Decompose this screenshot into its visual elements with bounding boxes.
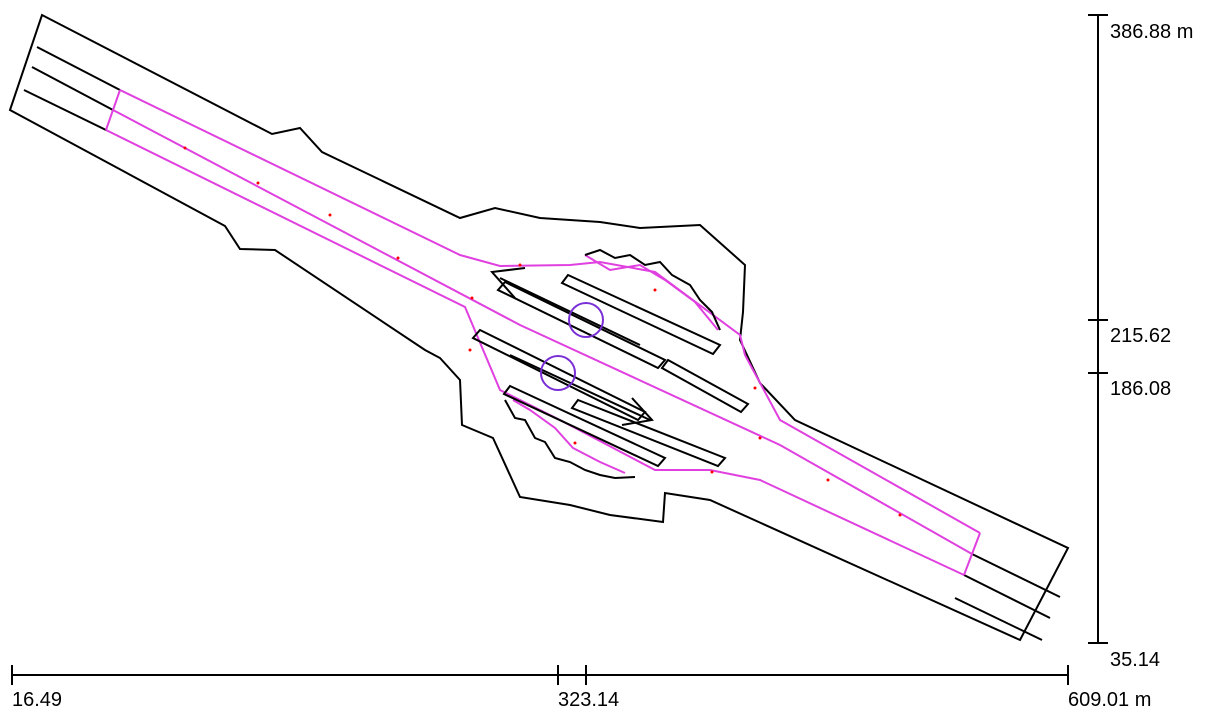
traffic-lanes <box>105 89 981 576</box>
y-scale-label-min: 35.14 <box>1110 649 1160 671</box>
circle-marker <box>540 355 576 391</box>
survey-points <box>183 146 902 517</box>
island-edges <box>504 248 721 480</box>
road-outline <box>8 13 1070 642</box>
circle-marker <box>568 302 604 338</box>
x-scale-label-min: 16.49 <box>12 689 62 711</box>
y-scale-label-max: 386.88 m <box>1110 21 1193 43</box>
x-scale-label-mid: 323.14 <box>558 689 619 711</box>
y-scale-bar <box>1088 14 1108 644</box>
x-scale-bar <box>11 665 1069 685</box>
left-lane-lines <box>23 46 121 131</box>
arrow-right <box>509 354 654 426</box>
y-scale-label-upper: 215.62 <box>1110 325 1171 347</box>
y-scale-label-lower: 186.08 <box>1110 378 1171 400</box>
median-islands <box>471 273 750 468</box>
x-scale-label-max: 609.01 m <box>1068 689 1151 711</box>
arrow-left <box>489 267 641 346</box>
right-lane-lines <box>954 553 1061 641</box>
